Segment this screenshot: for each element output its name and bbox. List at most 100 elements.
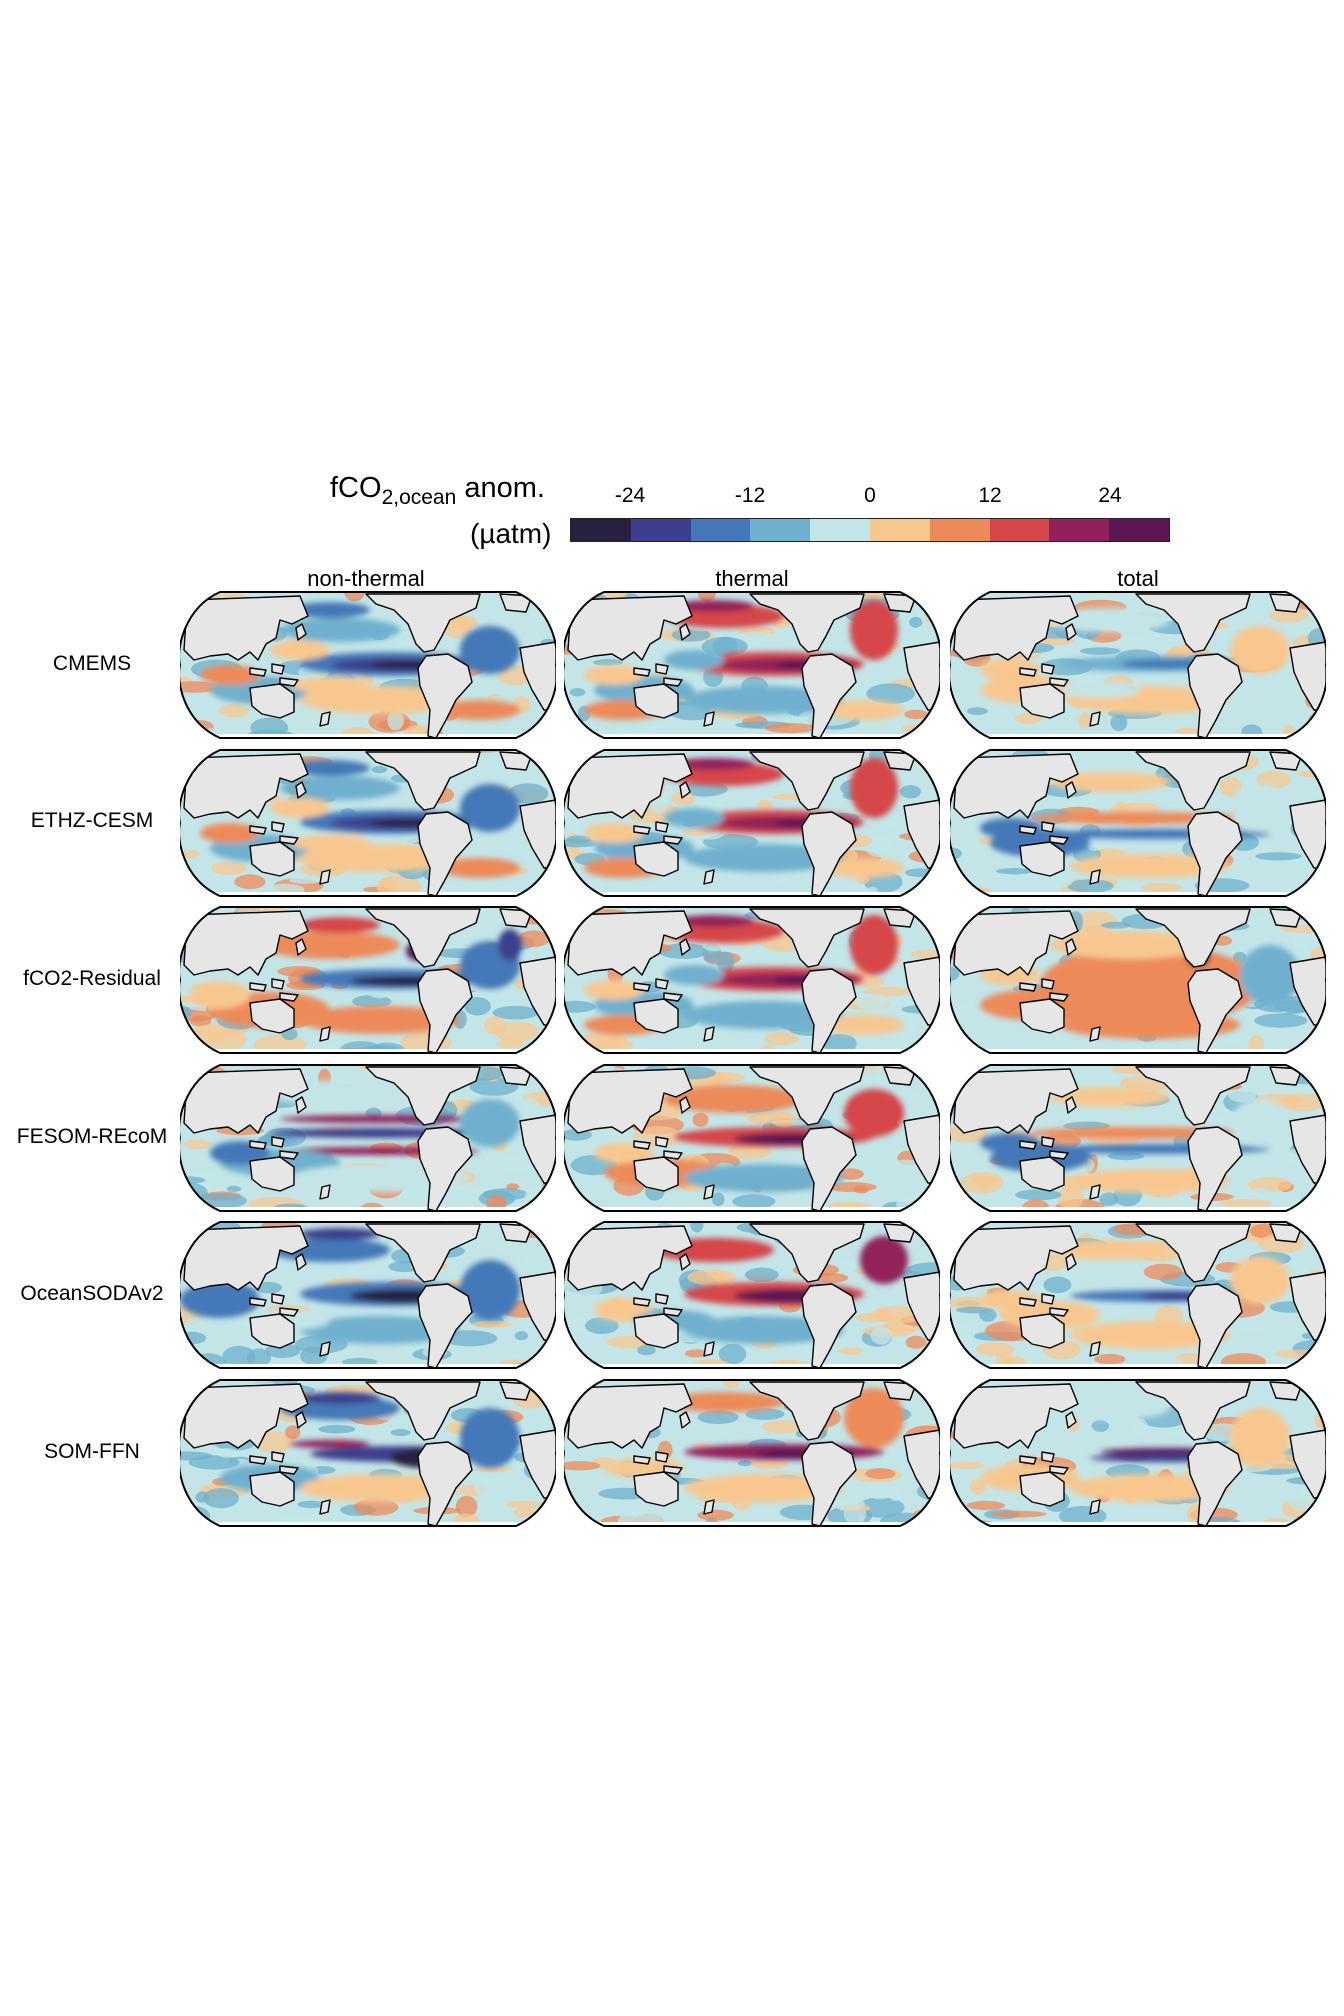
land: [567, 908, 940, 1053]
map-frame: [950, 906, 1326, 1054]
land: [953, 593, 1326, 738]
column-label-non-thermal: non-thermal: [307, 566, 425, 591]
map-panel-fco2-residual-non-thermal: [180, 905, 556, 1055]
map-svg: [564, 1379, 940, 1527]
map-frame: [564, 1064, 940, 1212]
row-label-fco2-residual: fCO2-Residual: [23, 967, 161, 990]
map-frame: [950, 591, 1326, 739]
map-svg: [564, 1064, 940, 1212]
map-svg: [564, 1221, 940, 1369]
map-panel-fesom-recom-total: [950, 1063, 1326, 1213]
map-frame: [564, 1379, 940, 1527]
land: [183, 1066, 556, 1211]
map-svg: [564, 906, 940, 1054]
land: [953, 1381, 1326, 1526]
colorbar-swatch: [690, 519, 751, 541]
map-frame: [564, 749, 940, 897]
colorbar-title: fCO2,ocean anom.: [330, 472, 545, 509]
map-svg: [180, 1221, 556, 1369]
row-label-cmems: CMEMS: [52, 652, 132, 675]
masked-region: [950, 1364, 1326, 1368]
colorbar-swatch: [989, 519, 1050, 541]
land: [183, 751, 556, 896]
map-panel-ethz-cesm-non-thermal: [180, 748, 556, 898]
colorbar-tick-label: 0: [864, 484, 876, 507]
map-frame: [180, 591, 556, 739]
map-svg: [564, 591, 940, 739]
land: [953, 908, 1326, 1053]
map-svg: [180, 591, 556, 739]
row-label-oceansodav2: OceanSODAv2: [20, 1282, 164, 1305]
map-frame: [180, 749, 556, 897]
colorbar-swatch: [929, 519, 990, 541]
land: [953, 1223, 1326, 1368]
masked-region: [564, 1207, 940, 1211]
map-panel-ethz-cesm-thermal: [564, 748, 940, 898]
map-frame: [180, 1064, 556, 1212]
map-panel-cmems-total: [950, 590, 1326, 740]
map-panel-cmems-non-thermal: [180, 590, 556, 740]
colorbar-unit: (µatm): [470, 518, 552, 549]
map-panel-ethz-cesm-total: [950, 748, 1326, 898]
land: [183, 1381, 556, 1526]
map-panel-som-ffn-thermal: [564, 1378, 940, 1528]
row-label-som-ffn: SOM-FFN: [44, 1440, 140, 1463]
colorbar-tick-label: -24: [614, 484, 646, 507]
map-frame: [950, 749, 1326, 897]
map-svg: [180, 906, 556, 1054]
map-frame: [180, 1221, 556, 1369]
map-frame: [950, 1221, 1326, 1369]
map-panel-cmems-thermal: [564, 590, 940, 740]
map-svg: [950, 1379, 1326, 1527]
map-svg: [950, 1221, 1326, 1369]
colorbar: [570, 518, 1170, 542]
colorbar-swatch: [571, 519, 631, 541]
map-svg: [950, 591, 1326, 739]
map-panel-oceansodav2-non-thermal: [180, 1220, 556, 1370]
masked-region: [180, 1364, 556, 1368]
column-label-total: total: [1117, 566, 1159, 591]
map-svg: [180, 1379, 556, 1527]
land: [183, 908, 556, 1053]
masked-region: [950, 1049, 1326, 1053]
masked-region: [180, 892, 556, 896]
map-panel-som-ffn-non-thermal: [180, 1378, 556, 1528]
land: [953, 1066, 1326, 1211]
masked-region: [564, 1364, 940, 1368]
map-frame: [564, 591, 940, 739]
map-panel-som-ffn-total: [950, 1378, 1326, 1528]
colorbar-swatch: [810, 519, 870, 541]
masked-region: [564, 892, 940, 896]
colorbar-tick-label: -12: [734, 484, 766, 507]
masked-region: [564, 1049, 940, 1053]
map-frame: [564, 906, 940, 1054]
map-frame: [950, 1064, 1326, 1212]
masked-region: [180, 1207, 556, 1211]
masked-region: [950, 892, 1326, 896]
map-panel-oceansodav2-total: [950, 1220, 1326, 1370]
land: [567, 1066, 940, 1211]
map-svg: [180, 749, 556, 897]
land: [567, 751, 940, 896]
map-svg: [950, 1064, 1326, 1212]
masked-region: [180, 1049, 556, 1053]
colorbar-swatch: [1049, 519, 1110, 541]
map-panel-oceansodav2-thermal: [564, 1220, 940, 1370]
land: [567, 593, 940, 738]
masked-region: [564, 734, 940, 738]
map-panel-fesom-recom-thermal: [564, 1063, 940, 1213]
map-frame: [180, 906, 556, 1054]
land: [567, 1223, 940, 1368]
map-frame: [950, 1379, 1326, 1527]
colorbar-swatch: [630, 519, 691, 541]
map-panel-fesom-recom-non-thermal: [180, 1063, 556, 1213]
colorbar-swatch: [750, 519, 811, 541]
map-svg: [950, 749, 1326, 897]
row-label-ethz-cesm: ETHZ-CESM: [30, 809, 154, 832]
map-svg: [180, 1064, 556, 1212]
masked-region: [564, 1522, 940, 1526]
masked-region: [950, 1207, 1326, 1211]
masked-region: [180, 734, 556, 738]
colorbar-tick-label: 12: [978, 484, 1002, 507]
